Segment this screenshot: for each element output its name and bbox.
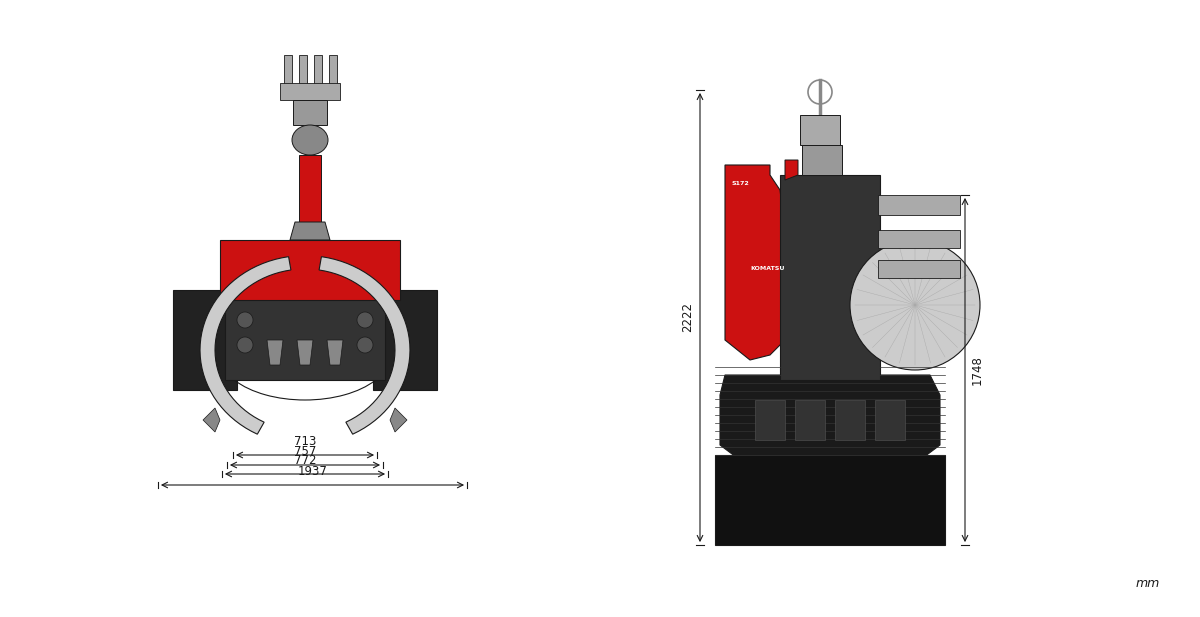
Polygon shape — [299, 155, 322, 225]
Polygon shape — [293, 100, 326, 125]
Polygon shape — [314, 55, 322, 85]
Polygon shape — [203, 408, 220, 432]
Circle shape — [358, 337, 373, 353]
Polygon shape — [875, 400, 905, 440]
Polygon shape — [299, 55, 307, 85]
Text: 2222: 2222 — [682, 302, 695, 333]
Circle shape — [238, 337, 253, 353]
Circle shape — [850, 240, 980, 370]
Polygon shape — [878, 230, 960, 248]
Text: S172: S172 — [732, 181, 750, 186]
Text: KOMATSU: KOMATSU — [750, 266, 785, 271]
Polygon shape — [755, 400, 785, 440]
Polygon shape — [280, 83, 340, 100]
Polygon shape — [284, 55, 292, 85]
Polygon shape — [725, 165, 785, 360]
Polygon shape — [878, 195, 960, 215]
Polygon shape — [319, 257, 410, 434]
Text: 772: 772 — [294, 454, 317, 467]
Polygon shape — [220, 240, 400, 300]
Polygon shape — [390, 408, 407, 432]
Text: 713: 713 — [294, 435, 316, 448]
Polygon shape — [878, 260, 960, 278]
Polygon shape — [290, 222, 330, 240]
Circle shape — [238, 312, 253, 328]
Polygon shape — [720, 375, 940, 460]
Ellipse shape — [292, 125, 328, 155]
Polygon shape — [796, 400, 826, 440]
Circle shape — [358, 312, 373, 328]
Polygon shape — [173, 290, 238, 390]
Polygon shape — [226, 290, 385, 380]
Polygon shape — [785, 160, 798, 180]
Text: 1937: 1937 — [298, 465, 328, 478]
Polygon shape — [800, 115, 840, 145]
Text: 757: 757 — [294, 445, 316, 458]
Polygon shape — [802, 145, 842, 175]
Polygon shape — [780, 175, 880, 380]
Polygon shape — [329, 55, 337, 85]
Text: mm: mm — [1135, 577, 1160, 590]
Polygon shape — [835, 400, 865, 440]
Text: 1748: 1748 — [971, 355, 984, 385]
Polygon shape — [266, 340, 283, 365]
Polygon shape — [373, 290, 437, 390]
Polygon shape — [326, 340, 343, 365]
Polygon shape — [298, 340, 313, 365]
Polygon shape — [200, 257, 290, 434]
Polygon shape — [715, 455, 946, 545]
